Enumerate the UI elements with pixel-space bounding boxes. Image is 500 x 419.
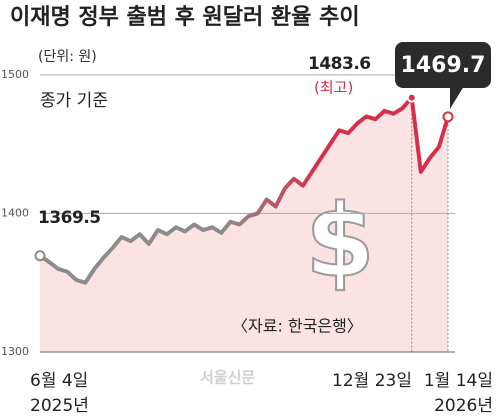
chart-title: 이재명 정부 출범 후 원달러 환율 추이	[10, 5, 360, 30]
value-label: 1369.5	[38, 208, 101, 228]
y-tick-label: 1500	[1, 68, 29, 81]
area	[40, 97, 448, 352]
source-label: 〈자료: 한국은행〉	[232, 317, 363, 336]
basis-label: 종가 기준	[40, 91, 108, 111]
x-year-label: 2026년	[434, 396, 493, 416]
point	[406, 92, 417, 103]
x-tick-label: 1월 14일	[424, 371, 493, 391]
unit-label: (단위: 원)	[38, 49, 97, 65]
y-tick-label: 1300	[1, 345, 29, 358]
point	[34, 250, 46, 262]
y-tick-label: 1400	[1, 206, 29, 219]
callout-box	[395, 42, 491, 88]
x-tick-label: 12월 23일	[332, 371, 412, 391]
peak-note: (최고)	[314, 79, 353, 97]
line	[38, 95, 450, 285]
callout-pointer	[450, 86, 464, 109]
value-label: 1483.6	[308, 54, 371, 74]
value-label: 1469.7	[401, 53, 486, 78]
x-year-label: 2025년	[30, 396, 89, 416]
dollar-symbol: $	[305, 182, 375, 299]
point	[442, 111, 454, 123]
x-tick-label: 6월 4일	[30, 371, 88, 391]
watermark: 서울신문	[200, 369, 255, 387]
